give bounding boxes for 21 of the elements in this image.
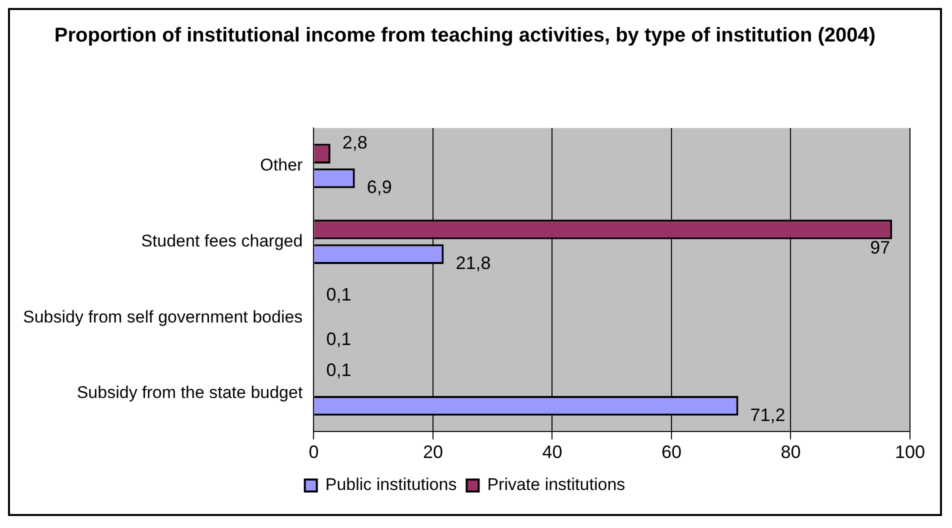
legend-label: Private institutions [487, 475, 626, 494]
data-label: 0,1 [326, 284, 352, 304]
data-label: 0,1 [326, 328, 352, 349]
x-tick-label: 80 [780, 442, 801, 462]
y-tick-label: Student fees charged [141, 231, 303, 250]
data-label: 2,8 [342, 132, 368, 153]
legend-label: Public institutions [325, 475, 457, 494]
y-tick-label: Other [260, 156, 304, 175]
x-tick-label: 40 [542, 442, 562, 462]
data-label: 21,8 [456, 253, 491, 274]
x-tick-label: 60 [661, 442, 682, 462]
chart-title: Proportion of institutional income from teaching activities, by type of institution (2004) [54, 24, 876, 47]
data-label: 97 [870, 237, 890, 258]
y-tick-label: Subsidy from the state budget [76, 383, 303, 402]
x-tick-label: 20 [422, 442, 443, 462]
x-tick-label: 0 [308, 442, 319, 462]
data-label: 6,9 [366, 177, 392, 198]
data-label: 0,1 [326, 360, 352, 380]
data-label: 71,2 [750, 404, 786, 425]
y-tick-label: Subsidy from self government bodies [22, 307, 303, 326]
x-tick-label: 100 [894, 442, 926, 462]
